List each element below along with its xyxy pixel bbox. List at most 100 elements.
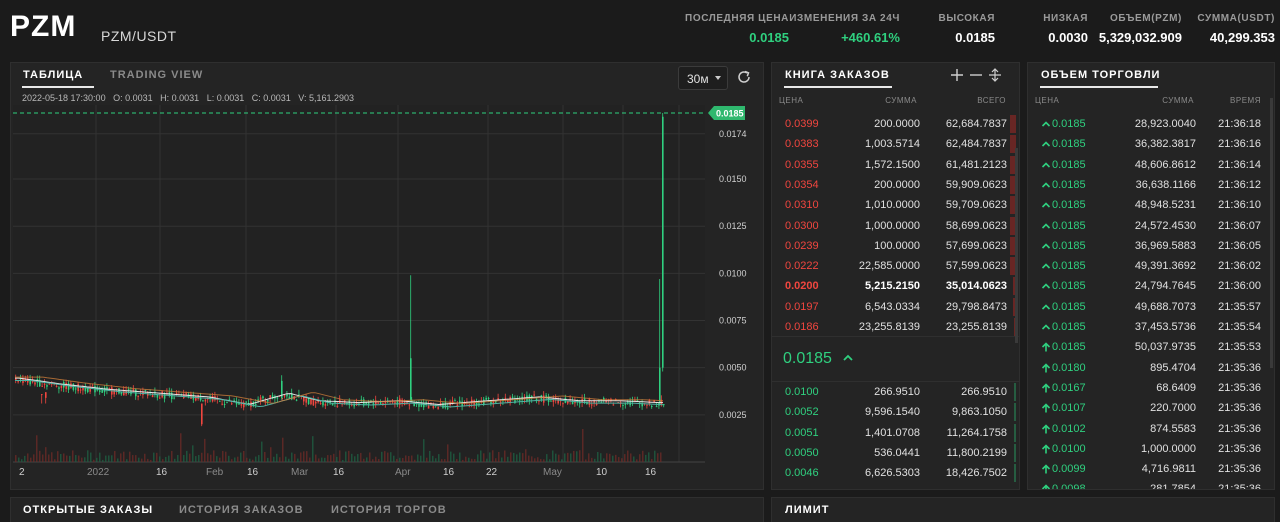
tab-open-orders[interactable]: ОТКРЫТЫЕ ЗАКАЗЫ [23, 504, 154, 516]
tab-table[interactable]: ТАБЛИЦА [23, 69, 84, 81]
candle-body [77, 383, 79, 392]
candle-body [120, 391, 123, 395]
candle-body [219, 400, 221, 402]
volume-bar [570, 453, 572, 462]
volume-bar [513, 452, 515, 462]
trade-row[interactable]: 0.0185 24,572.4530 21:36:07 [1028, 216, 1274, 236]
bid-row[interactable]: 0.0050 536.0441 11,800.2199 [772, 443, 1019, 463]
timeframe-select[interactable]: 30м [678, 66, 728, 90]
ask-row[interactable]: 0.0354 200.0000 59,909.0623 [772, 175, 1019, 195]
ask-row[interactable]: 0.0200 5,215.2150 35,014.0623 [772, 276, 1019, 296]
volume-bar [15, 455, 17, 462]
volume-bar [453, 453, 455, 462]
candle-body [286, 393, 288, 397]
volume-bar [420, 455, 422, 462]
ask-row[interactable]: 0.0186 23,255.8139 23,255.8139 [772, 317, 1019, 337]
trade-row[interactable]: 0.0185 49,391.3692 21:36:02 [1028, 256, 1274, 276]
cell-price: 0.0239 [785, 239, 819, 252]
volume-bar [228, 455, 230, 462]
bid-row[interactable]: 0.0051 1,401.0708 11,264.1758 [772, 423, 1019, 443]
cell-time: 21:36:12 [1218, 178, 1261, 191]
trade-row[interactable]: 0.0185 48,948.5231 21:36:10 [1028, 195, 1274, 215]
tab-trading-view[interactable]: TRADING VIEW [110, 69, 204, 81]
plus-icon[interactable] [950, 68, 964, 82]
x-tick-label: 16 [645, 467, 657, 478]
candle-body [312, 398, 315, 406]
trade-row[interactable]: 0.0185 36,638.1166 21:36:12 [1028, 175, 1274, 195]
limit-title[interactable]: ЛИМИТ [785, 504, 830, 516]
ask-row[interactable]: 0.0355 1,572.1500 61,481.2123 [772, 155, 1019, 175]
trade-row[interactable]: 0.0185 28,923.0040 21:36:18 [1028, 114, 1274, 134]
trade-row[interactable]: 0.0185 50,037.9735 21:35:53 [1028, 337, 1274, 357]
tab-trade-history[interactable]: ИСТОРИЯ ТОРГОВ [331, 504, 447, 516]
x-tick-label: May [543, 467, 562, 478]
volume-bar [207, 453, 209, 462]
order-book-scrollbar[interactable] [1015, 148, 1018, 343]
candle-body [173, 397, 175, 399]
x-tick-label: 22 [486, 467, 498, 478]
ask-row[interactable]: 0.0310 1,010.0000 59,709.0623 [772, 195, 1019, 215]
stat-value: 5,329,032.909 [1098, 30, 1182, 45]
trade-row[interactable]: 0.0167 68.6409 21:35:36 [1028, 378, 1274, 398]
cell-price: 0.0200 [785, 280, 819, 293]
chevron-up-icon [843, 354, 853, 361]
cell-total: 11,800.2199 [946, 446, 1007, 459]
candle-body [55, 385, 58, 387]
trade-row[interactable]: 0.0107 220.7000 21:35:36 [1028, 398, 1274, 418]
bid-row[interactable]: 0.0046 6,626.5303 18,426.7502 [772, 463, 1019, 483]
bid-row[interactable]: 0.0052 9,596.1540 9,863.1050 [772, 402, 1019, 422]
tab-order-history[interactable]: ИСТОРИЯ ЗАКАЗОВ [179, 504, 304, 516]
arrow-up-icon [1041, 362, 1051, 373]
candle-body [329, 400, 331, 404]
candle-body [588, 399, 591, 406]
trade-row[interactable]: 0.0185 36,382.3817 21:36:16 [1028, 134, 1274, 154]
volume-bar [567, 452, 569, 462]
candle-body [624, 403, 627, 405]
ask-row[interactable]: 0.0300 1,000.0000 58,699.0623 [772, 216, 1019, 236]
cell-time: 21:35:36 [1218, 402, 1261, 415]
volume-bar [252, 459, 254, 462]
ask-row[interactable]: 0.0222 22,585.0000 57,599.0623 [772, 256, 1019, 276]
chevron-up-icon [1041, 243, 1051, 249]
candle-body [269, 395, 271, 399]
candle-body [132, 389, 135, 392]
candle-body [353, 403, 355, 407]
trade-row[interactable]: 0.0099 4,716.9811 21:35:36 [1028, 459, 1274, 479]
trade-row[interactable]: 0.0180 895.4704 21:35:36 [1028, 358, 1274, 378]
chevron-up-icon [1041, 222, 1051, 229]
candle-body [487, 397, 490, 399]
trade-row[interactable]: 0.0185 24,794.7645 21:36:00 [1028, 276, 1274, 296]
trade-row[interactable]: 0.0185 37,453.5736 21:35:54 [1028, 317, 1274, 337]
ask-row[interactable]: 0.0239 100.0000 57,699.0623 [772, 236, 1019, 256]
sort-arrows-icon[interactable] [988, 68, 1002, 82]
cell-total: 29,798.8473 [945, 300, 1007, 313]
volume-bar [192, 445, 194, 462]
price-chart[interactable]: 0.0174 0.0150 0.0125 0.0100 0.0075 0.0050 0.00… [13, 105, 763, 489]
ask-row[interactable]: 0.0383 1,003.5714 62,484.7837 [772, 134, 1019, 154]
trade-row[interactable]: 0.0185 48,606.8612 21:36:14 [1028, 155, 1274, 175]
ask-row[interactable]: 0.0399 200.0000 62,684.7837 [772, 114, 1019, 134]
bid-row[interactable]: 0.0100 266.9510 266.9510 [772, 382, 1019, 402]
candle-body [207, 398, 209, 400]
refresh-icon[interactable] [735, 68, 753, 86]
cell-time: 21:36:18 [1218, 118, 1261, 130]
trade-row[interactable]: 0.0102 874.5583 21:35:36 [1028, 419, 1274, 439]
volume-bar [267, 457, 269, 462]
ohlc-high: H: 0.0031 [160, 93, 200, 103]
trades-scrollbar[interactable] [1270, 98, 1273, 368]
trade-row[interactable]: 0.0185 36,969.5883 21:36:05 [1028, 236, 1274, 256]
volume-bar [216, 456, 218, 462]
cell-price: 0.0050 [785, 446, 819, 459]
candle-body [447, 407, 449, 409]
cell-price: 0.0107 [1052, 402, 1086, 415]
trade-row[interactable]: 0.0185 49,688.7073 21:35:57 [1028, 297, 1274, 317]
volume-bar [333, 453, 335, 462]
ask-row[interactable]: 0.0197 6,543.0334 29,798.8473 [772, 297, 1019, 317]
trade-row[interactable]: 0.0100 1,000.0000 21:35:36 [1028, 439, 1274, 459]
candle-body [281, 398, 283, 400]
minus-icon[interactable] [969, 68, 983, 82]
cell-price: 0.0185 [1052, 118, 1086, 130]
volume-bar [177, 455, 179, 462]
candle-body [17, 381, 19, 383]
trade-row[interactable]: 0.0098 281.7854 21:35:36 [1028, 479, 1274, 489]
